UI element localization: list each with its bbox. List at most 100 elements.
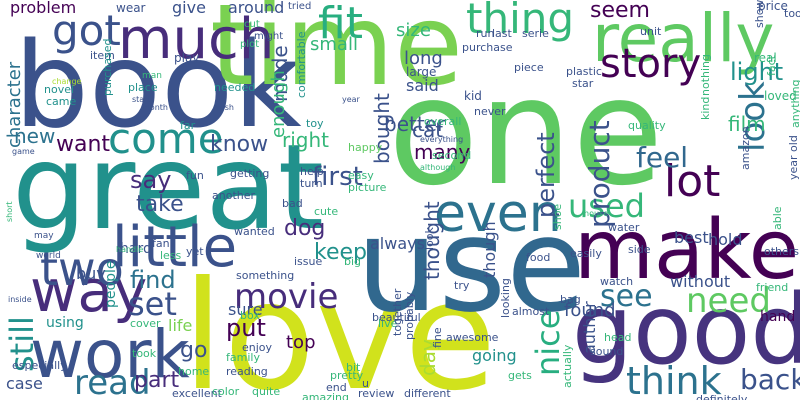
word: less <box>160 249 182 262</box>
word: easily <box>570 247 602 260</box>
word: cut <box>244 19 260 30</box>
word: story <box>600 41 702 87</box>
word: got <box>52 6 121 55</box>
word: came <box>46 95 77 108</box>
word: tried <box>288 1 312 12</box>
word: different <box>404 387 451 400</box>
word: come <box>108 114 224 163</box>
word: think <box>626 359 722 400</box>
word: enjoy <box>242 341 273 354</box>
word: hard <box>120 241 152 257</box>
word: far <box>180 119 196 132</box>
word: help <box>300 165 324 178</box>
word: change <box>52 77 82 86</box>
word: sound <box>590 345 624 358</box>
word: picture <box>348 181 387 194</box>
word: food <box>526 251 551 264</box>
word: watch <box>600 275 634 288</box>
word: probably <box>403 291 416 340</box>
word: way <box>30 257 148 325</box>
word: reading <box>226 365 268 378</box>
word: want <box>56 132 111 157</box>
word: wanted <box>234 225 275 238</box>
word: problem <box>10 0 77 17</box>
word: able <box>771 206 784 230</box>
word: part <box>134 368 180 393</box>
word: looking <box>499 278 512 318</box>
word: friend <box>756 281 789 294</box>
word: amazing <box>302 391 349 400</box>
word: first <box>312 162 363 192</box>
word: better <box>384 112 446 136</box>
word: inside <box>8 295 32 304</box>
word: place <box>128 81 158 94</box>
word: set <box>128 285 177 323</box>
word: handle <box>116 245 144 254</box>
word: issue <box>294 255 323 268</box>
word: long <box>404 48 443 69</box>
word: always <box>370 234 425 253</box>
word: use <box>356 189 587 341</box>
word: month <box>142 103 168 112</box>
word: together <box>391 288 404 336</box>
word: thing <box>466 0 575 43</box>
word: especially <box>12 359 67 372</box>
word: color <box>212 385 240 398</box>
word: plot <box>240 39 260 50</box>
word: bag <box>560 293 581 306</box>
word: second <box>432 149 472 162</box>
word: back <box>740 363 800 396</box>
word: last <box>492 27 512 40</box>
word: film <box>728 112 766 136</box>
word: tool <box>784 7 800 20</box>
word: top <box>286 332 316 353</box>
word: novel <box>44 83 75 96</box>
word: going <box>472 346 517 365</box>
word: game <box>12 147 35 156</box>
word: head <box>604 331 632 344</box>
word: sure <box>228 300 263 319</box>
word: bit <box>346 361 361 374</box>
word: wear <box>116 1 146 15</box>
word: dog <box>284 216 326 241</box>
word: item <box>90 49 115 62</box>
word: need <box>686 281 771 321</box>
word: may <box>34 231 54 241</box>
word: end <box>326 381 347 394</box>
word: loved <box>764 89 797 103</box>
word: excellent <box>172 387 222 400</box>
word: best <box>674 228 709 247</box>
word: unit <box>640 25 662 38</box>
word: box <box>240 309 260 322</box>
word: shoe <box>551 203 564 230</box>
word: much <box>118 7 275 72</box>
word: world <box>36 251 61 261</box>
word: everything <box>420 135 464 144</box>
word: little <box>112 215 238 280</box>
word: go <box>180 338 208 363</box>
word: amazon <box>739 126 752 170</box>
word: although <box>420 163 456 172</box>
word: bad <box>282 197 303 210</box>
word: feel <box>636 141 689 174</box>
word: see <box>600 279 653 314</box>
word: without <box>670 272 731 291</box>
word: others <box>764 245 800 258</box>
word: u <box>362 377 369 390</box>
word: know <box>210 132 269 157</box>
word: movie <box>234 277 339 317</box>
word: awesome <box>446 331 499 344</box>
word: nice <box>529 309 567 376</box>
word: start <box>132 95 151 104</box>
word: keep <box>314 240 367 265</box>
word: small <box>310 34 358 55</box>
word: might <box>254 31 284 42</box>
word: give <box>172 0 206 17</box>
word: fit <box>318 0 363 49</box>
word: easy <box>348 169 374 182</box>
word: seem <box>590 0 650 23</box>
word: year old <box>787 135 800 180</box>
word: lot <box>664 156 721 207</box>
word: one <box>388 46 664 218</box>
